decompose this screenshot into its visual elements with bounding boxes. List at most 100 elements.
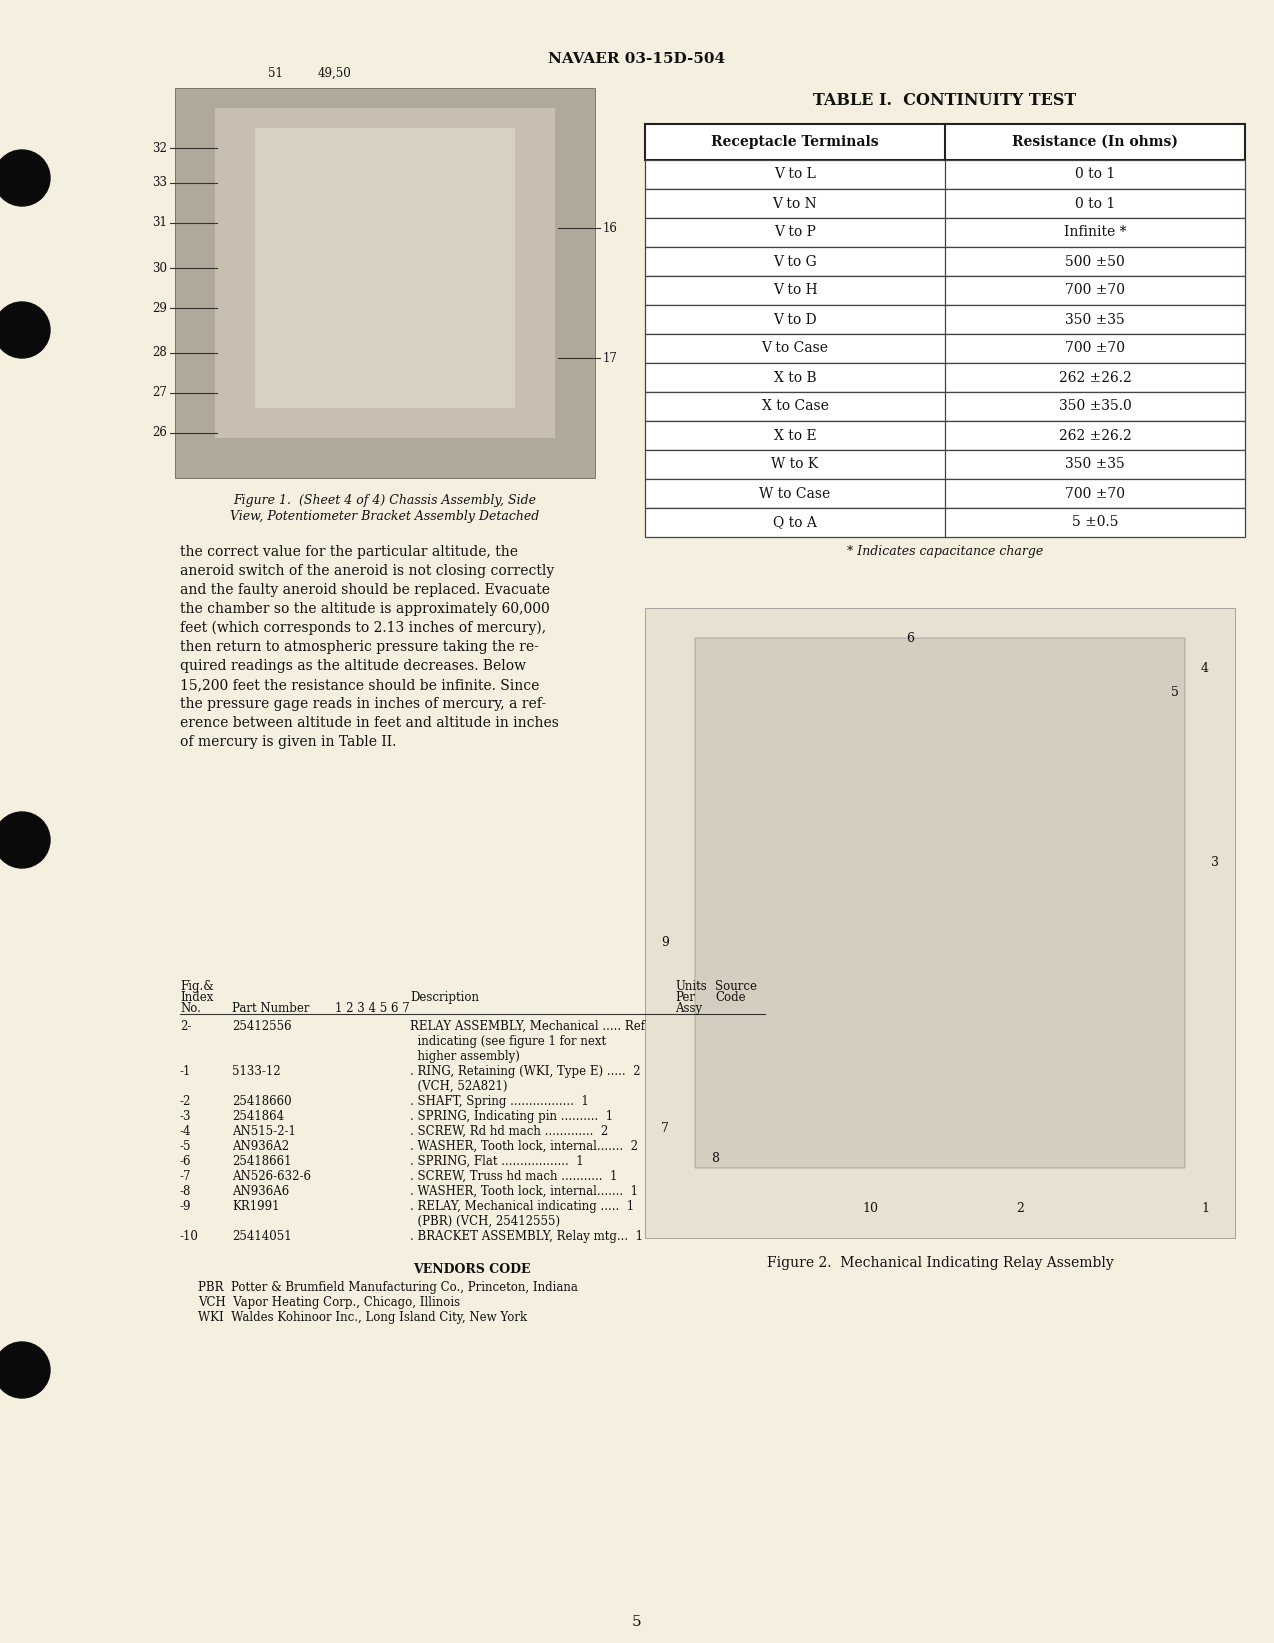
Text: -2: -2 bbox=[180, 1094, 191, 1107]
Bar bbox=[645, 123, 1245, 159]
Text: 31: 31 bbox=[152, 217, 167, 230]
Text: Resistance (In ohms): Resistance (In ohms) bbox=[1012, 135, 1178, 150]
Text: Infinite *: Infinite * bbox=[1064, 225, 1126, 240]
Text: X to Case: X to Case bbox=[762, 399, 828, 414]
Text: 10: 10 bbox=[862, 1201, 878, 1214]
Text: feet (which corresponds to 2.13 inches of mercury),: feet (which corresponds to 2.13 inches o… bbox=[180, 621, 547, 636]
Text: 4: 4 bbox=[1201, 662, 1209, 675]
Text: higher assembly): higher assembly) bbox=[410, 1050, 520, 1063]
Text: 17: 17 bbox=[603, 352, 618, 365]
Text: 700 ±70: 700 ±70 bbox=[1065, 342, 1125, 355]
Text: Fig.&: Fig.& bbox=[180, 979, 214, 992]
Text: 5 ±0.5: 5 ±0.5 bbox=[1071, 516, 1119, 529]
Text: 15,200 feet the resistance should be infinite. Since: 15,200 feet the resistance should be inf… bbox=[180, 679, 539, 692]
Text: AN515-2-1: AN515-2-1 bbox=[232, 1125, 296, 1139]
Text: 7: 7 bbox=[661, 1122, 669, 1135]
Bar bbox=[645, 306, 1245, 334]
Bar bbox=[645, 219, 1245, 246]
Text: the chamber so the altitude is approximately 60,000: the chamber so the altitude is approxima… bbox=[180, 601, 550, 616]
Text: . SHAFT, Spring .................  1: . SHAFT, Spring ................. 1 bbox=[410, 1094, 589, 1107]
Text: . SPRING, Flat ..................  1: . SPRING, Flat .................. 1 bbox=[410, 1155, 583, 1168]
Bar bbox=[645, 159, 1245, 189]
Text: 16: 16 bbox=[603, 222, 618, 235]
Text: View, Potentiometer Bracket Assembly Detached: View, Potentiometer Bracket Assembly Det… bbox=[231, 509, 540, 522]
Text: and the faulty aneroid should be replaced. Evacuate: and the faulty aneroid should be replace… bbox=[180, 583, 550, 596]
Text: the pressure gage reads in inches of mercury, a ref-: the pressure gage reads in inches of mer… bbox=[180, 697, 547, 711]
Text: AN936A2: AN936A2 bbox=[232, 1140, 289, 1153]
Text: V to P: V to P bbox=[775, 225, 815, 240]
Text: -9: -9 bbox=[180, 1199, 191, 1213]
Text: 33: 33 bbox=[152, 176, 167, 189]
Bar bbox=[696, 637, 1185, 1168]
Text: 2-: 2- bbox=[180, 1020, 191, 1033]
Text: V to Case: V to Case bbox=[762, 342, 828, 355]
Text: 8: 8 bbox=[711, 1152, 719, 1165]
Text: 25414051: 25414051 bbox=[232, 1231, 292, 1244]
Text: . SPRING, Indicating pin ..........  1: . SPRING, Indicating pin .......... 1 bbox=[410, 1111, 613, 1124]
Text: X to B: X to B bbox=[773, 371, 817, 384]
Text: . RING, Retaining (WKI, Type E) .....  2: . RING, Retaining (WKI, Type E) ..... 2 bbox=[410, 1065, 641, 1078]
Bar bbox=[215, 108, 555, 439]
Text: -4: -4 bbox=[180, 1125, 191, 1139]
Text: 25412556: 25412556 bbox=[232, 1020, 292, 1033]
Text: V to D: V to D bbox=[773, 312, 817, 327]
Text: Figure 2.  Mechanical Indicating Relay Assembly: Figure 2. Mechanical Indicating Relay As… bbox=[767, 1255, 1113, 1270]
Text: . WASHER, Tooth lock, internal.......  1: . WASHER, Tooth lock, internal....... 1 bbox=[410, 1185, 638, 1198]
Text: 0 to 1: 0 to 1 bbox=[1075, 197, 1115, 210]
Text: 350 ±35.0: 350 ±35.0 bbox=[1059, 399, 1131, 414]
Text: 6: 6 bbox=[906, 631, 913, 644]
Text: VCH  Vapor Heating Corp., Chicago, Illinois: VCH Vapor Heating Corp., Chicago, Illino… bbox=[197, 1296, 460, 1309]
Text: . SCREW, Truss hd mach ...........  1: . SCREW, Truss hd mach ........... 1 bbox=[410, 1170, 618, 1183]
Text: Receptacle Terminals: Receptacle Terminals bbox=[711, 135, 879, 150]
Text: (VCH, 52A821): (VCH, 52A821) bbox=[410, 1079, 507, 1093]
Text: Q to A: Q to A bbox=[773, 516, 817, 529]
Bar bbox=[645, 246, 1245, 276]
Bar bbox=[645, 393, 1245, 421]
Text: 262 ±26.2: 262 ±26.2 bbox=[1059, 371, 1131, 384]
Text: the correct value for the particular altitude, the: the correct value for the particular alt… bbox=[180, 545, 519, 559]
Circle shape bbox=[0, 1342, 50, 1398]
Text: RELAY ASSEMBLY, Mechanical ..... Ref: RELAY ASSEMBLY, Mechanical ..... Ref bbox=[410, 1020, 645, 1033]
Text: TABLE I.  CONTINUITY TEST: TABLE I. CONTINUITY TEST bbox=[813, 92, 1077, 108]
Text: 350 ±35: 350 ±35 bbox=[1065, 457, 1125, 472]
Text: . RELAY, Mechanical indicating .....  1: . RELAY, Mechanical indicating ..... 1 bbox=[410, 1199, 634, 1213]
Text: -6: -6 bbox=[180, 1155, 191, 1168]
Text: VENDORS CODE: VENDORS CODE bbox=[413, 1263, 531, 1277]
Text: Units: Units bbox=[675, 979, 707, 992]
Text: V to G: V to G bbox=[773, 255, 817, 268]
Text: X to E: X to E bbox=[773, 429, 817, 442]
Text: -5: -5 bbox=[180, 1140, 191, 1153]
Text: . SCREW, Rd hd mach .............  2: . SCREW, Rd hd mach ............. 2 bbox=[410, 1125, 608, 1139]
Text: KR1991: KR1991 bbox=[232, 1199, 279, 1213]
Text: Per: Per bbox=[675, 991, 696, 1004]
Text: quired readings as the altitude decreases. Below: quired readings as the altitude decrease… bbox=[180, 659, 526, 674]
Text: Source: Source bbox=[715, 979, 757, 992]
Text: 700 ±70: 700 ±70 bbox=[1065, 284, 1125, 297]
Text: . BRACKET ASSEMBLY, Relay mtg...  1: . BRACKET ASSEMBLY, Relay mtg... 1 bbox=[410, 1231, 643, 1244]
Text: 9: 9 bbox=[661, 937, 669, 950]
Bar bbox=[645, 189, 1245, 219]
Text: 27: 27 bbox=[152, 386, 167, 399]
Text: V to L: V to L bbox=[775, 168, 815, 181]
Text: -1: -1 bbox=[180, 1065, 191, 1078]
Bar bbox=[645, 363, 1245, 393]
Bar bbox=[645, 480, 1245, 508]
Bar bbox=[255, 128, 515, 407]
Text: * Indicates capacitance charge: * Indicates capacitance charge bbox=[847, 545, 1043, 559]
Text: 5: 5 bbox=[632, 1615, 642, 1628]
Text: Part Number: Part Number bbox=[232, 1002, 310, 1015]
Text: Index: Index bbox=[180, 991, 213, 1004]
Circle shape bbox=[0, 812, 50, 868]
Text: 2541864: 2541864 bbox=[232, 1111, 284, 1124]
Text: (PBR) (VCH, 25412555): (PBR) (VCH, 25412555) bbox=[410, 1216, 561, 1227]
Circle shape bbox=[0, 302, 50, 358]
Text: 1: 1 bbox=[1201, 1201, 1209, 1214]
Text: 32: 32 bbox=[152, 141, 167, 154]
Text: 5: 5 bbox=[1171, 687, 1178, 700]
Text: PBR  Potter & Brumfield Manufacturing Co., Princeton, Indiana: PBR Potter & Brumfield Manufacturing Co.… bbox=[197, 1282, 578, 1295]
Text: AN526-632-6: AN526-632-6 bbox=[232, 1170, 311, 1183]
Text: V to H: V to H bbox=[773, 284, 818, 297]
Text: 1 2 3 4 5 6 7: 1 2 3 4 5 6 7 bbox=[335, 1002, 410, 1015]
Text: 51: 51 bbox=[268, 67, 283, 81]
Text: AN936A6: AN936A6 bbox=[232, 1185, 289, 1198]
